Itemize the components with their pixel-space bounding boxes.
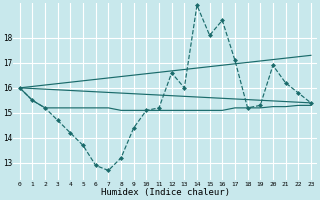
X-axis label: Humidex (Indice chaleur): Humidex (Indice chaleur) — [101, 188, 230, 197]
